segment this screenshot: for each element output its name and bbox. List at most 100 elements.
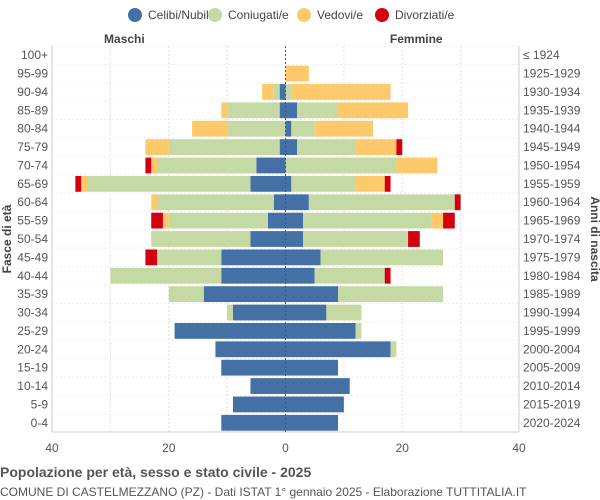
bar-male-celibi-10 — [250, 231, 286, 247]
age-group-label: 15-19 — [17, 361, 48, 375]
age-group-label: 35-39 — [17, 287, 48, 301]
bar-male-divorziati-9 — [151, 212, 163, 229]
bar-male-celibi-13 — [203, 286, 286, 303]
bar-female-nubili-19 — [285, 396, 344, 413]
age-group-label: 10-14 — [17, 379, 48, 393]
bar-male-coniugati-3 — [227, 102, 280, 119]
bar-female-divorziate-9 — [443, 212, 455, 229]
birth-year-label: 1965-1969 — [523, 214, 581, 228]
bar-female-coniugate-15 — [355, 323, 362, 339]
birth-year-label: 1945-1949 — [523, 140, 581, 154]
bar-female-coniugate-13 — [338, 286, 444, 303]
bar-male-celibi-7 — [250, 175, 286, 192]
bar-male-celibi-3 — [279, 102, 286, 119]
bar-female-coniugate-9 — [303, 212, 432, 229]
age-group-label: 30-34 — [17, 306, 48, 320]
bar-female-vedove-9 — [431, 212, 444, 229]
bar-male-coniugati-10 — [151, 231, 251, 247]
chart-source: COMUNE DI CASTELMEZZANO (PZ) - Dati ISTA… — [0, 485, 527, 499]
age-group-labels: 100+ 95-99 90-94 85-89 80-84 75-79 70-74 65-69 6… — [17, 48, 48, 430]
bar-male-celibi-16 — [215, 341, 286, 358]
age-group-label: 95-99 — [17, 67, 48, 81]
bar-female-nubili-13 — [285, 286, 339, 303]
bar-female-coniugate-10 — [303, 231, 409, 247]
males-side-label: Maschi — [104, 32, 145, 46]
bar-male-celibi-9 — [267, 212, 286, 229]
population-pyramid-chart: Celibi/Nubili Coniugati/e Vedovi/e Divorzia… — [0, 8, 600, 455]
bar-female-divorziate-10 — [408, 231, 420, 247]
bar-male-celibi-14 — [232, 304, 286, 321]
age-group-label: 100+ — [21, 48, 48, 62]
bar-female-nubili-3 — [285, 102, 298, 119]
bar-male-celibi-8 — [273, 194, 286, 211]
bar-male-celibi-18 — [250, 378, 286, 394]
legend-marker-2 — [297, 8, 311, 22]
y-axis-title-right: Anni di nascita — [588, 196, 600, 282]
bar-female-nubili-18 — [285, 378, 350, 394]
x-tick-labels: 40 20 0 20 40 — [45, 441, 526, 455]
bar-male-coniugati-8 — [157, 194, 274, 211]
bar-male-vedovi-2 — [262, 84, 274, 100]
bar-female-divorziate-8 — [454, 194, 461, 211]
bar-female-vedove-1 — [285, 65, 309, 82]
bar-female-vedove-3 — [338, 102, 409, 119]
bars — [75, 46, 461, 432]
legend-label-3: Divorziati/e — [395, 8, 455, 22]
bar-male-celibi-15 — [174, 323, 286, 339]
bar-male-vedovi-3 — [221, 102, 228, 119]
bar-male-vedovi-5 — [145, 139, 169, 155]
age-group-label: 0-4 — [31, 416, 49, 430]
bar-female-nubili-12 — [285, 267, 315, 284]
bar-female-coniugate-3 — [297, 102, 339, 119]
legend-label-2: Vedovi/e — [317, 8, 363, 22]
x-tick-label: 20 — [162, 441, 176, 455]
age-group-label: 75-79 — [17, 140, 48, 154]
bar-male-vedovi-6 — [151, 157, 158, 174]
bar-male-divorziati-7 — [75, 175, 82, 192]
bar-male-coniugati-6 — [157, 157, 257, 174]
bar-female-nubili-5 — [285, 139, 298, 155]
bar-female-nubili-14 — [285, 304, 327, 321]
birth-year-label: 2015-2019 — [523, 397, 581, 411]
x-tick-label: 40 — [512, 441, 526, 455]
bar-male-celibi-5 — [279, 139, 286, 155]
age-group-label: 65-69 — [17, 177, 48, 191]
bar-male-celibi-11 — [221, 249, 286, 266]
bar-male-coniugati-14 — [227, 304, 233, 321]
bar-male-celibi-6 — [256, 157, 286, 174]
bar-female-coniugate-6 — [285, 157, 397, 174]
bar-female-nubili-8 — [285, 194, 309, 211]
x-tick-label: 40 — [45, 441, 59, 455]
age-group-label: 45-49 — [17, 250, 48, 264]
age-group-label: 5-9 — [31, 397, 49, 411]
age-group-label: 50-54 — [17, 232, 48, 246]
legend-label-1: Coniugati/e — [228, 8, 289, 22]
bar-male-vedovi-9 — [162, 212, 169, 229]
birth-year-label: 1940-1944 — [523, 122, 581, 136]
bar-female-divorziate-12 — [384, 267, 391, 284]
bar-male-divorziati-11 — [145, 249, 158, 266]
bar-female-vedove-6 — [396, 157, 438, 174]
bar-female-divorziate-7 — [384, 175, 391, 192]
age-group-label: 20-24 — [17, 342, 48, 356]
bar-female-nubili-17 — [285, 359, 339, 376]
birth-year-label: 2000-2004 — [523, 342, 581, 356]
birth-year-label: 1970-1974 — [523, 232, 581, 246]
birth-year-label: 1950-1954 — [523, 158, 581, 172]
birth-year-label: 2005-2009 — [523, 361, 581, 375]
bar-female-vedove-2 — [291, 84, 391, 100]
bar-female-coniugate-16 — [390, 341, 397, 358]
x-tick-label: 0 — [282, 441, 289, 455]
birth-year-label: 1960-1964 — [523, 195, 581, 209]
bar-female-nubili-7 — [285, 175, 292, 192]
bar-male-coniugati-2 — [273, 84, 280, 100]
birth-year-label: 2010-2014 — [523, 379, 581, 393]
bar-female-coniugate-5 — [297, 139, 356, 155]
bar-female-coniugate-7 — [291, 175, 356, 192]
age-group-label: 60-64 — [17, 195, 48, 209]
age-group-label: 25-29 — [17, 324, 48, 338]
birth-year-label: 1930-1934 — [523, 85, 581, 99]
bar-female-coniugate-8 — [308, 194, 455, 211]
bar-male-celibi-2 — [279, 84, 286, 100]
bar-male-coniugati-12 — [110, 267, 222, 284]
